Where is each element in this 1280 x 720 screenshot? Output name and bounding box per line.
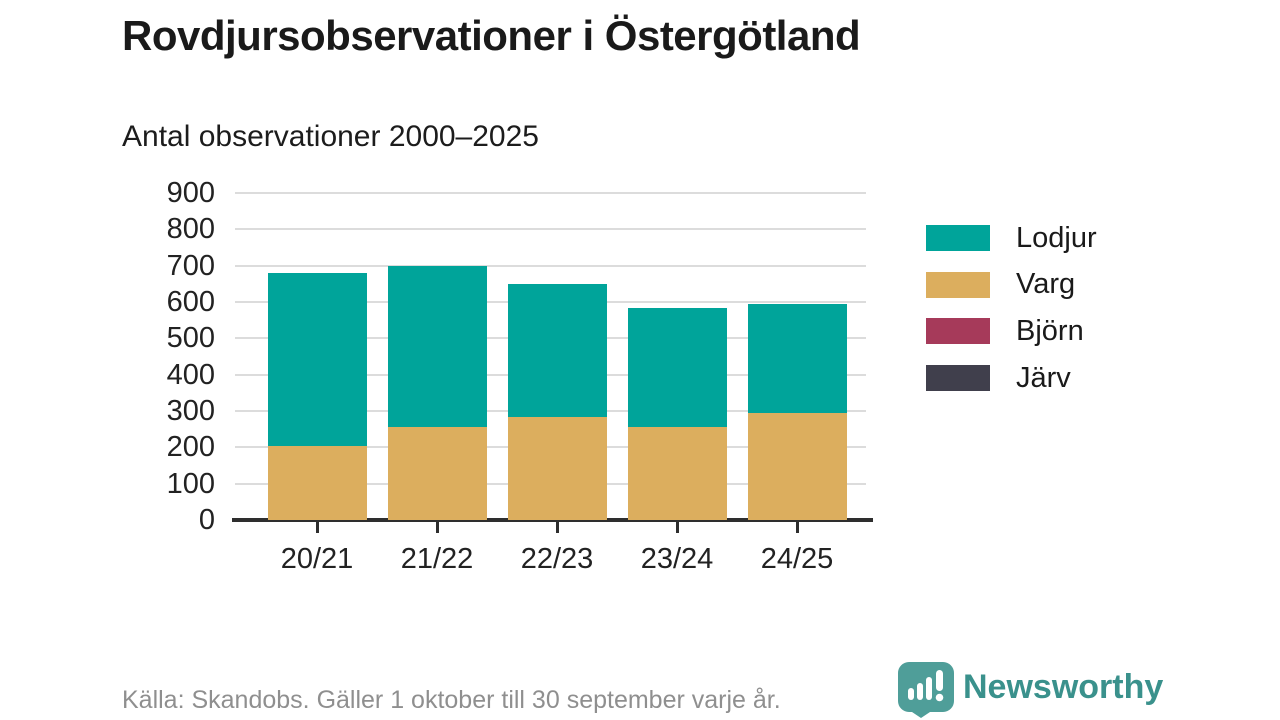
x-axis-tick-24/25 (795, 522, 799, 533)
x-axis-tick-23/24 (675, 522, 679, 533)
legend-swatch-Varg (926, 271, 990, 298)
chart-title: Rovdjursobservationer i Östergötland (122, 12, 861, 59)
y-tick-label-800: 800 (166, 213, 215, 246)
bar-segment-Lodjur-24/25 (747, 303, 847, 413)
legend-item-Björn: Björn (926, 315, 1097, 347)
bar-segment-Varg-24/25 (747, 412, 847, 520)
bar-segment-Varg-23/24 (627, 427, 727, 520)
bar-segment-Lodjur-20/21 (267, 272, 367, 447)
newsworthy-speech-bubble-barchart-icon (898, 662, 954, 718)
y-tick-label-700: 700 (166, 249, 215, 282)
legend-label-Varg: Varg (1016, 268, 1076, 301)
x-tick-label-22/23: 22/23 (520, 543, 594, 575)
bar-segment-Varg-22/23 (507, 416, 607, 520)
newsworthy-logo-text: Newsworthy (963, 668, 1164, 706)
x-axis-tick-20/21 (315, 522, 319, 533)
x-tick-label-21/22: 21/22 (400, 543, 474, 575)
gridline-700 (235, 264, 866, 267)
x-axis-line (232, 518, 873, 522)
legend-item-Lodjur: Lodjur (926, 222, 1097, 254)
legend: Lodjur Varg Björn Järv (926, 222, 1097, 412)
bar-segment-Lodjur-23/24 (627, 307, 727, 428)
y-tick-label-100: 100 (166, 467, 215, 500)
legend-label-Björn: Björn (1016, 314, 1084, 347)
gridline-800 (235, 228, 866, 231)
x-axis-tick-21/22 (435, 522, 439, 533)
legend-swatch-Järv (926, 365, 990, 392)
y-tick-label-900: 900 (166, 177, 215, 209)
chart-subtitle: Antal observationer 2000–2025 (122, 120, 539, 153)
bar-segment-Varg-21/22 (387, 426, 487, 520)
y-tick-label-500: 500 (166, 322, 215, 355)
y-tick-label-200: 200 (166, 431, 215, 464)
bar-segment-Lodjur-22/23 (507, 284, 607, 417)
legend-label-Lodjur: Lodjur (1016, 221, 1097, 254)
gridline-900 (235, 192, 866, 194)
legend-swatch-Björn (926, 318, 990, 345)
legend-label-Järv: Järv (1016, 361, 1071, 394)
y-tick-label-400: 400 (166, 358, 215, 391)
x-tick-label-20/21: 20/21 (280, 543, 354, 575)
bar-segment-Varg-20/21 (267, 446, 367, 520)
legend-item-Järv: Järv (926, 362, 1097, 394)
x-tick-label-24/25: 24/25 (760, 543, 834, 575)
x-tick-label-23/24: 23/24 (640, 543, 714, 575)
source-note: Källa: Skandobs. Gäller 1 oktober till 3… (122, 686, 781, 714)
y-tick-label-0: 0 (198, 504, 215, 536)
newsworthy-logo: Newsworthy (897, 661, 1163, 718)
x-axis-tick-22/23 (555, 522, 559, 533)
legend-item-Varg: Varg (926, 268, 1097, 300)
plot-area (232, 192, 873, 533)
legend-swatch-Lodjur (926, 225, 990, 251)
bar-segment-Lodjur-21/22 (387, 265, 487, 427)
y-tick-label-300: 300 (166, 395, 215, 427)
y-tick-label-600: 600 (166, 286, 215, 318)
